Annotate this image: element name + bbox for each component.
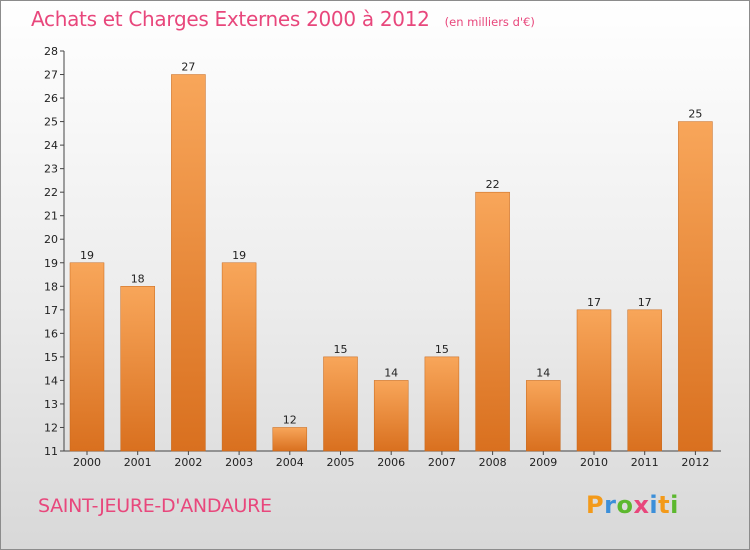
y-tick-label: 20 bbox=[44, 233, 58, 246]
x-tick-label: 2004 bbox=[276, 456, 304, 469]
logo-letter: t bbox=[658, 491, 671, 519]
y-tick-label: 26 bbox=[44, 92, 58, 105]
data-label: 27 bbox=[181, 61, 195, 74]
chart-subtitle: (en milliers d'€) bbox=[444, 15, 535, 29]
data-label: 18 bbox=[131, 272, 145, 285]
data-label: 14 bbox=[384, 366, 398, 379]
x-tick-label: 2008 bbox=[479, 456, 507, 469]
data-label: 19 bbox=[232, 249, 246, 262]
logo-letter: i bbox=[649, 491, 659, 519]
logo-letter: x bbox=[633, 491, 650, 519]
data-label: 19 bbox=[80, 249, 94, 262]
y-tick-label: 24 bbox=[44, 139, 58, 152]
y-tick-label: 18 bbox=[44, 280, 58, 293]
x-tick-label: 2005 bbox=[327, 456, 355, 469]
data-label: 25 bbox=[688, 108, 702, 121]
y-tick-label: 19 bbox=[44, 257, 58, 270]
data-labels: 19 18 27 19 12 15 14 15 22 14 17 17 25 bbox=[80, 61, 702, 427]
logo-letter: r bbox=[604, 491, 617, 519]
axes: 11 12 13 14 15 16 17 18 19 20 21 22 23 24 25 26 27 28 2000… bbox=[44, 45, 721, 469]
data-label: 15 bbox=[334, 343, 348, 356]
bar bbox=[373, 380, 409, 452]
x-tick-label: 2002 bbox=[174, 456, 202, 469]
y-tick-label: 11 bbox=[44, 445, 58, 458]
data-label: 14 bbox=[536, 366, 550, 379]
y-tick-label: 27 bbox=[44, 69, 58, 82]
x-tick-label: 2010 bbox=[580, 456, 608, 469]
logo-letter: o bbox=[616, 491, 634, 519]
logo-letter: P bbox=[586, 491, 605, 519]
y-tick-label: 23 bbox=[44, 163, 58, 176]
y-tick-label: 13 bbox=[44, 398, 58, 411]
bar bbox=[120, 286, 155, 452]
x-tick-label: 2009 bbox=[529, 456, 557, 469]
bar bbox=[627, 309, 662, 452]
x-tick-label: 2011 bbox=[631, 456, 659, 469]
bar bbox=[475, 191, 510, 452]
bars bbox=[69, 74, 713, 452]
x-tick-label: 2006 bbox=[377, 456, 405, 469]
y-tick-label: 17 bbox=[44, 304, 58, 317]
bar bbox=[272, 427, 308, 452]
x-tick-label: 2007 bbox=[428, 456, 456, 469]
bar bbox=[171, 74, 206, 452]
proxiti-logo: Proxiti bbox=[586, 491, 679, 519]
data-label: 15 bbox=[435, 343, 449, 356]
data-label: 22 bbox=[486, 178, 500, 191]
y-tick-label: 14 bbox=[44, 374, 58, 387]
y-tick-label: 12 bbox=[44, 421, 58, 434]
logo-letter: i bbox=[670, 491, 679, 519]
data-label: 17 bbox=[587, 296, 601, 309]
y-tick-label: 22 bbox=[44, 186, 58, 199]
x-tick-label: 2001 bbox=[124, 456, 152, 469]
y-tick-label: 16 bbox=[44, 327, 58, 340]
y-tick-label: 28 bbox=[44, 45, 58, 58]
chart-title: Achats et Charges Externes 2000 à 2012 bbox=[31, 7, 430, 31]
bar bbox=[323, 356, 358, 452]
data-label: 12 bbox=[283, 413, 297, 426]
y-tick-label: 25 bbox=[44, 116, 58, 129]
data-label: 17 bbox=[638, 296, 652, 309]
title-row: Achats et Charges Externes 2000 à 2012 (… bbox=[31, 7, 535, 31]
bar bbox=[678, 121, 713, 452]
bar bbox=[576, 309, 612, 452]
x-tick-label: 2003 bbox=[225, 456, 253, 469]
y-tick-label: 21 bbox=[44, 210, 58, 223]
y-tick-label: 15 bbox=[44, 351, 58, 364]
x-tick-label: 2012 bbox=[681, 456, 709, 469]
bar bbox=[221, 262, 257, 452]
bar bbox=[526, 380, 561, 452]
commune-name: SAINT-JEURE-D'ANDAURE bbox=[38, 495, 272, 517]
bar bbox=[69, 262, 105, 452]
x-tick-label: 2000 bbox=[73, 456, 101, 469]
bar bbox=[424, 356, 460, 452]
